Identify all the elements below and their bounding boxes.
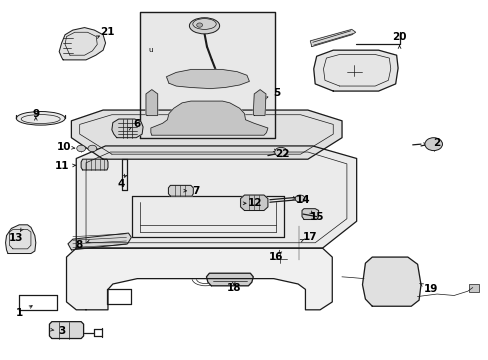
Text: 12: 12 xyxy=(247,198,262,208)
Polygon shape xyxy=(151,101,267,135)
Circle shape xyxy=(274,147,287,157)
Text: 13: 13 xyxy=(9,233,23,243)
Polygon shape xyxy=(166,69,249,89)
Text: 15: 15 xyxy=(309,212,323,221)
Text: 11: 11 xyxy=(54,161,69,171)
Text: 21: 21 xyxy=(100,27,114,37)
Polygon shape xyxy=(140,12,274,138)
Polygon shape xyxy=(76,146,356,248)
Text: 1: 1 xyxy=(16,309,23,318)
Circle shape xyxy=(88,145,97,152)
Circle shape xyxy=(196,23,202,27)
Text: u: u xyxy=(148,47,153,53)
Text: 18: 18 xyxy=(226,283,241,293)
Text: 5: 5 xyxy=(273,88,280,98)
Polygon shape xyxy=(302,209,318,220)
Bar xyxy=(468,284,478,292)
Circle shape xyxy=(424,138,442,150)
Polygon shape xyxy=(313,50,397,91)
Bar xyxy=(368,273,384,280)
Polygon shape xyxy=(66,248,331,310)
Ellipse shape xyxy=(189,18,219,34)
Polygon shape xyxy=(68,233,131,250)
Text: 9: 9 xyxy=(32,109,40,119)
Circle shape xyxy=(295,195,305,202)
Text: 3: 3 xyxy=(58,326,65,336)
Polygon shape xyxy=(49,321,83,338)
Text: 20: 20 xyxy=(391,32,406,42)
Bar xyxy=(368,293,384,299)
Polygon shape xyxy=(146,90,158,116)
Polygon shape xyxy=(168,185,193,196)
Polygon shape xyxy=(206,273,253,286)
Polygon shape xyxy=(112,119,143,138)
Text: 16: 16 xyxy=(268,252,283,262)
Polygon shape xyxy=(310,30,355,46)
Circle shape xyxy=(77,145,85,152)
Bar xyxy=(368,283,384,289)
Text: 6: 6 xyxy=(133,120,141,129)
Polygon shape xyxy=(81,159,108,170)
Text: 10: 10 xyxy=(57,142,71,152)
Text: 14: 14 xyxy=(295,195,310,205)
Text: 7: 7 xyxy=(192,186,199,197)
Text: 2: 2 xyxy=(432,139,440,148)
Text: 8: 8 xyxy=(75,240,82,250)
Polygon shape xyxy=(71,110,341,159)
Polygon shape xyxy=(253,90,265,116)
Polygon shape xyxy=(271,252,287,263)
Ellipse shape xyxy=(16,112,65,125)
Text: 4: 4 xyxy=(118,179,125,189)
Text: 17: 17 xyxy=(303,232,317,242)
Bar xyxy=(368,262,384,269)
Polygon shape xyxy=(240,195,267,211)
Polygon shape xyxy=(59,28,105,60)
Polygon shape xyxy=(5,225,36,253)
Polygon shape xyxy=(362,257,420,306)
Text: 19: 19 xyxy=(423,284,437,294)
Text: 22: 22 xyxy=(275,149,289,159)
